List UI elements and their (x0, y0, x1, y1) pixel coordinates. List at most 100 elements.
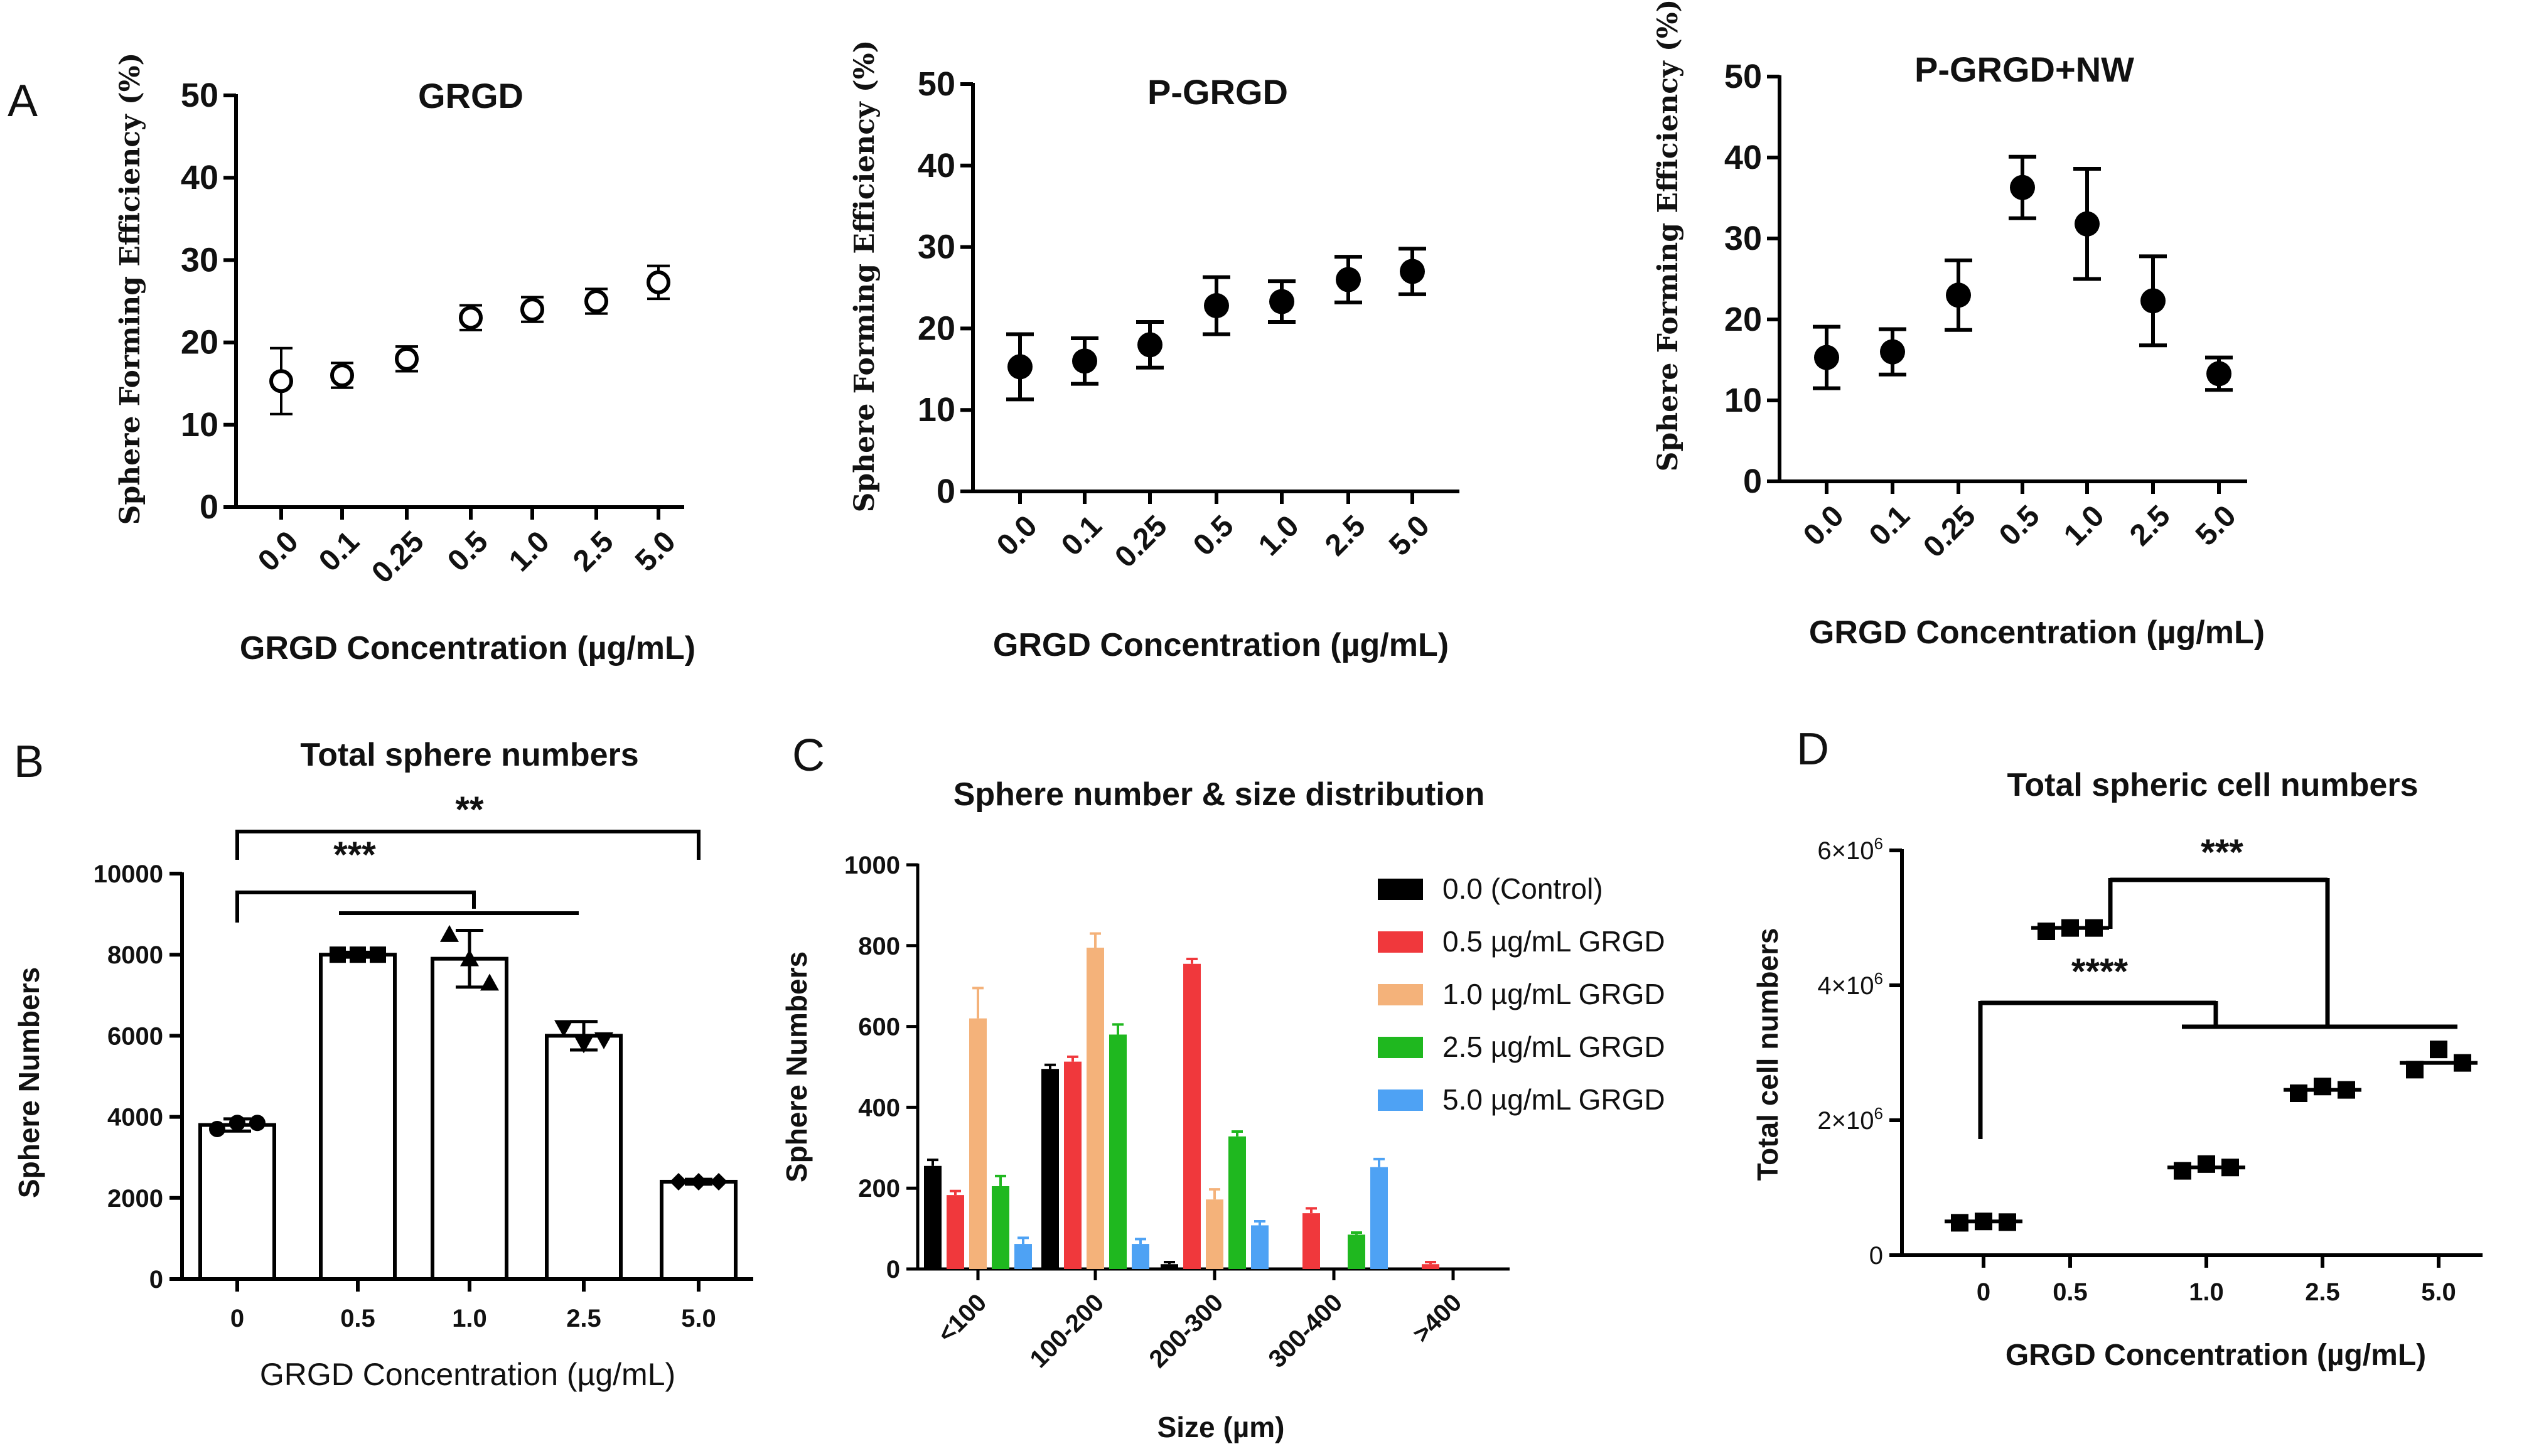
y-axis-label: Sphere Forming Efficiency (%) (1652, 0, 1684, 471)
x-tick-label: 0.5 (441, 525, 495, 578)
replicate-point (1951, 1214, 1968, 1232)
replicate-point (330, 946, 346, 963)
replicate-point (2430, 1041, 2447, 1059)
data-point (2206, 361, 2231, 387)
x-tick-labels: <100 100-200 200-300 300-400 >400 (933, 1288, 1468, 1373)
replicate-point (710, 1172, 728, 1191)
data-point (1880, 339, 1905, 365)
bar (431, 956, 508, 1282)
y-axis-label: Sphere Forming Efficiency (%) (849, 40, 881, 513)
x-tick-label: 2.5 (2305, 1278, 2340, 1306)
data-point (459, 306, 483, 330)
legend-label: 0.0 (Control) (1442, 872, 1603, 905)
y-tick-label: 0 (200, 488, 218, 526)
y-tick-label: 10000 (94, 860, 163, 888)
annotation-triple-star: *** (2201, 832, 2243, 873)
replicate-point (350, 946, 366, 963)
x-tick-label: 2.5 (567, 525, 620, 578)
y-tick-labels: 0 200 400 600 800 1000 (844, 852, 900, 1283)
x-tick-label: 0.0 (991, 509, 1044, 562)
y-tick-label: 200 (858, 1175, 900, 1202)
y-axis-label: Sphere Numbers (13, 967, 45, 1198)
y-tick-label: 2000 (107, 1185, 163, 1212)
x-axis-label: GRGD Concentration (µg/mL) (240, 630, 695, 666)
y-axis-label: Total cell numbers (1751, 928, 1784, 1180)
y-tick-labels: 0 2000 4000 6000 8000 10000 (94, 860, 163, 1293)
replicate-point (2221, 1159, 2239, 1177)
y-axis-label: Sphere Forming Efficiency (%) (114, 53, 146, 525)
x-tick-labels: 0.0 0.1 0.25 0.5 1.0 2.5 5.0 (252, 525, 682, 590)
y-tick-label: 20 (918, 309, 955, 347)
axes (223, 94, 684, 520)
x-tick-label: 2.5 (1319, 509, 1372, 562)
y-tick-label: 0 (149, 1266, 163, 1293)
axes (960, 82, 1459, 504)
y-tick-label: 4000 (107, 1104, 163, 1132)
x-tick-label: 1.0 (1252, 509, 1306, 562)
x-tick-label: 5.0 (681, 1305, 716, 1332)
chart-title: Total spheric cell numbers (2007, 767, 2418, 803)
data-marks (198, 924, 738, 1282)
x-axis-label: GRGD Concentration (µg/mL) (993, 627, 1449, 663)
replicate-point (2198, 1155, 2215, 1173)
bar (1422, 1264, 1439, 1269)
y-tick-label: 50 (181, 77, 218, 114)
replicate-point (1975, 1212, 1992, 1231)
x-tick-label: 1.0 (2189, 1278, 2224, 1306)
legend-swatch (1378, 984, 1423, 1005)
legend-label: 2.5 µg/mL GRGD (1442, 1030, 1665, 1063)
legend-label: 5.0 µg/mL GRGD (1442, 1083, 1665, 1116)
replicate-point (480, 973, 499, 991)
x-tick-label: 5.0 (629, 525, 682, 578)
replicate-point (554, 1020, 573, 1037)
y-tick-label: 0 (1869, 1242, 1883, 1270)
annotation-triple-star: *** (333, 835, 376, 875)
x-tick-label: <100 (933, 1288, 992, 1348)
chart-b-total-sphere-numbers: 0 2000 4000 6000 8000 10000 0 0.5 1.0 2.… (13, 737, 753, 1392)
x-tick-label: 0 (1977, 1278, 1990, 1306)
y-axis-label: Sphere Numbers (780, 951, 813, 1182)
x-tick-label: 1.0 (2058, 499, 2111, 552)
x-tick-label: 0.25 (1109, 509, 1174, 574)
y-tick-labels: 0 10 20 30 40 50 (1724, 58, 1762, 500)
replicate-point (690, 1172, 707, 1191)
y-tick-label: 8000 (107, 941, 163, 969)
replicate-point (2454, 1054, 2471, 1072)
y-tick-label: 40 (918, 147, 955, 185)
data-point (330, 363, 354, 388)
axes (1889, 848, 2483, 1268)
y-tick-label: 0 (886, 1256, 900, 1283)
replicate-point (594, 1032, 613, 1049)
y-tick-label: 6000 (107, 1022, 163, 1050)
data-point (1814, 345, 1839, 370)
x-tick-labels: 0 0.5 1.0 2.5 5.0 (1977, 1278, 2456, 1306)
replicate-point (2174, 1162, 2191, 1180)
x-tick-label: 0.25 (365, 525, 431, 590)
bar (947, 1195, 964, 1269)
bar (1161, 1264, 1178, 1269)
axes (1767, 75, 2247, 494)
x-axis-label: GRGD Concentration (µg/mL) (260, 1357, 675, 1392)
x-tick-label: 0.5 (2053, 1278, 2088, 1306)
x-tick-label: 100-200 (1024, 1288, 1109, 1373)
panel-letter-b: B (14, 737, 44, 787)
replicate-point (2061, 919, 2079, 937)
bar (660, 1179, 738, 1281)
x-tick-label: >400 (1408, 1288, 1468, 1348)
legend-swatch (1378, 931, 1423, 953)
y-tick-label: 1000 (844, 852, 900, 879)
bar (1041, 1069, 1059, 1269)
x-tick-label: 0.0 (252, 525, 305, 578)
chart-title: GRGD (418, 76, 524, 115)
replicate-point (1999, 1213, 2016, 1231)
y-tick-label: 4×106 (1817, 969, 1883, 1000)
y-tick-label: 400 (858, 1094, 900, 1121)
data-point (584, 289, 608, 313)
y-tick-labels: 0 10 20 30 40 50 (918, 65, 955, 510)
data-point (647, 270, 670, 294)
bar (1348, 1234, 1365, 1269)
bar (319, 953, 397, 1281)
data-marks (1945, 919, 2478, 1232)
legend-swatch (1378, 1089, 1423, 1111)
chart-a-grgd: 0 10 20 30 40 50 0.0 0.1 0.25 0.5 1.0 2.… (114, 53, 695, 666)
